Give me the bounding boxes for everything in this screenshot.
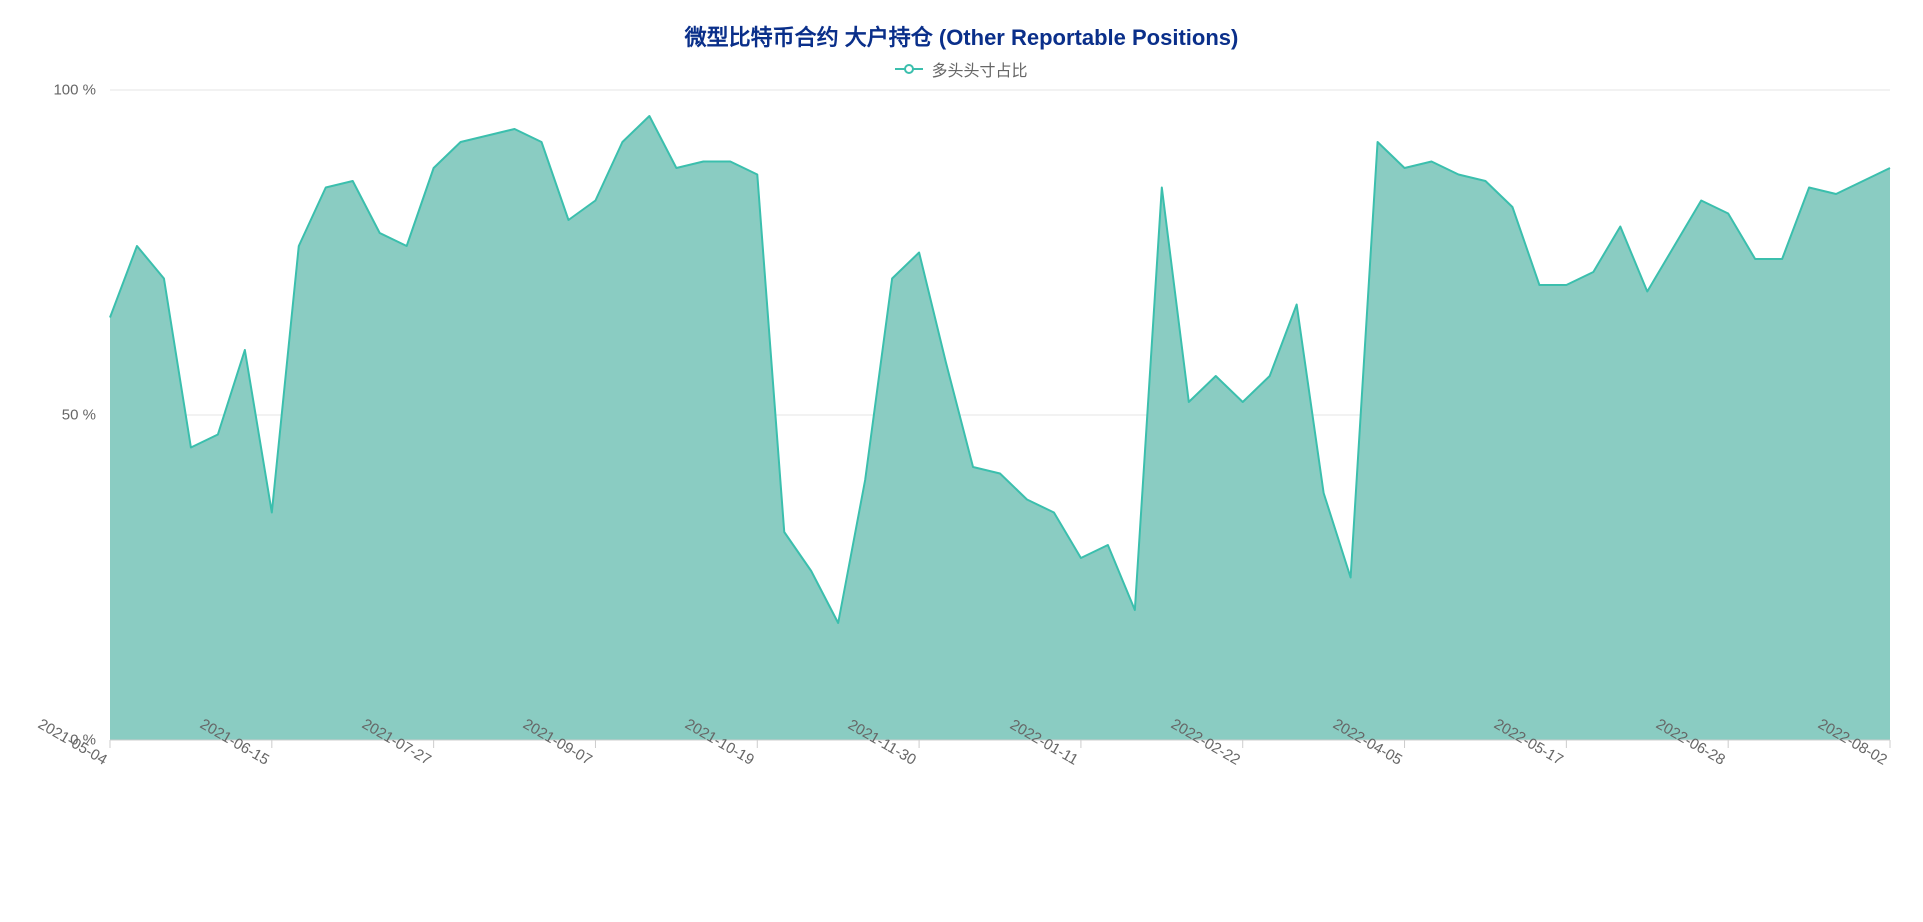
y-tick-label: 50 % [0,407,96,424]
chart-root: 微型比特币合约 大户持仓 (Other Reportable Positions… [0,0,1923,922]
legend-item: 多头头寸占比 [895,57,1027,81]
y-tick-label: 100 % [0,82,96,99]
chart-title: 微型比特币合约 大户持仓 (Other Reportable Positions… [0,20,1923,52]
legend: 多头头寸占比 [0,56,1923,81]
plot-area [110,90,1890,740]
area-series [110,116,1890,740]
legend-marker-icon [904,64,914,74]
legend-label: 多头头寸占比 [931,57,1027,81]
